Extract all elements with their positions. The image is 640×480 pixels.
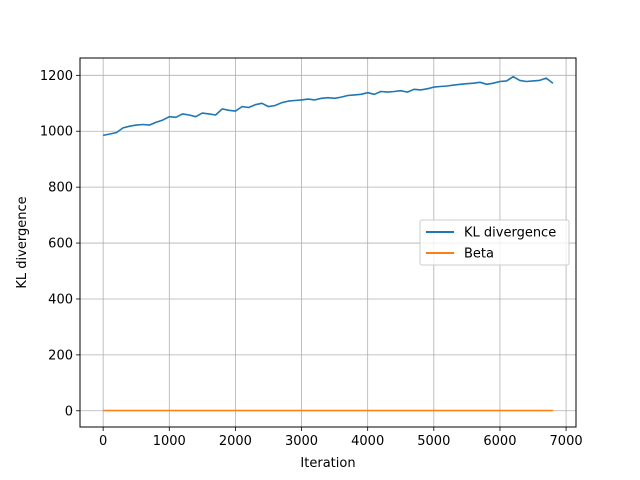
x-tick-label: 7000 (550, 434, 583, 449)
y-axis-label: KL divergence (15, 196, 30, 288)
y-tick-label: 1200 (40, 69, 73, 84)
legend-box (419, 219, 570, 266)
series-layer (102, 75, 554, 412)
x-tick-label: 6000 (483, 434, 516, 449)
x-tick-label: 4000 (351, 434, 384, 449)
x-tick-label: 2000 (219, 434, 252, 449)
series-line-kl-divergence (102, 75, 554, 137)
y-tick-label: 400 (48, 292, 73, 307)
legend-label-beta: Beta (464, 247, 494, 262)
y-tick-label: 200 (48, 348, 73, 363)
y-tick-label: 800 (48, 181, 73, 196)
x-tick-label: 1000 (153, 434, 186, 449)
x-axis-label: Iteration (300, 456, 355, 471)
y-tick-label: 1000 (40, 125, 73, 140)
plot-frame (79, 57, 577, 428)
legend-label-kl-divergence: KL divergence (464, 226, 556, 241)
y-tick-label: 600 (48, 237, 73, 252)
x-tick-label: 0 (99, 434, 107, 449)
y-tick-label: 0 (65, 404, 73, 419)
x-tick-label: 3000 (285, 434, 318, 449)
ticks: 0 1000 2000 3000 4000 5000 6000 7000 0 200 400 600 8… (40, 69, 583, 449)
legend: KL divergence Beta (419, 219, 570, 266)
x-tick-label: 5000 (417, 434, 450, 449)
